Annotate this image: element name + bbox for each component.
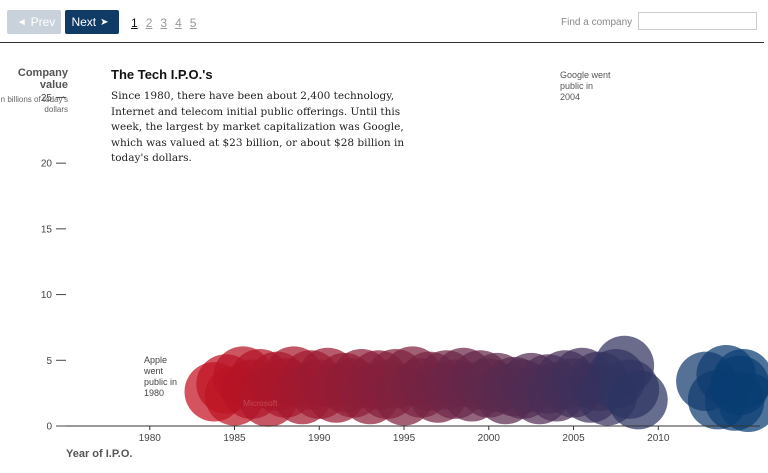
x-axis-label: Year of I.P.O.	[66, 448, 132, 460]
chart-description: Since 1980, there have been about 2,400 …	[111, 90, 405, 164]
annotation-layer: Google went public in 2004 Apple went public …	[143, 70, 611, 408]
x-tick-label: 1990	[308, 433, 331, 444]
y-tick-label: 20	[41, 159, 53, 170]
page-link-1[interactable]: 1	[131, 16, 138, 30]
bubble-layer	[184, 335, 768, 432]
chart-annotation: Apple went public in 1980	[143, 355, 177, 398]
find-company-label: Find a company	[561, 17, 633, 28]
x-tick-label: 2000	[478, 433, 501, 444]
y-tick-label: 5	[46, 356, 52, 367]
pagination: 1 2 3 4 5	[131, 16, 196, 30]
page-link-5[interactable]: 5	[189, 16, 197, 30]
y-tick-label: 15	[41, 224, 53, 235]
prev-label: Prev	[30, 15, 56, 29]
prev-button[interactable]: ◄ Prev	[7, 10, 61, 34]
x-tick-label: 1980	[139, 433, 162, 444]
y-axis-label: Company value	[17, 67, 68, 91]
page-link-2[interactable]: 2	[145, 16, 153, 30]
y-axis-sublabel: In billions of today's dollars	[0, 95, 68, 114]
find-company-input[interactable]	[638, 12, 757, 30]
x-tick-label: 2010	[647, 433, 670, 444]
ipo-bubble[interactable]	[710, 355, 768, 415]
next-button[interactable]: Next ➤	[65, 10, 119, 34]
page-link-3[interactable]: 3	[160, 16, 168, 30]
header-divider	[0, 42, 764, 43]
arrow-right-icon: ➤	[100, 16, 109, 28]
ipo-bubble[interactable]	[608, 370, 668, 430]
axes-layer: 1980 1985 1990 1995 2000 2005 2010 0 5 10 15 20 25 Ye…	[41, 93, 760, 460]
chart-annotation: Google went public in 2004	[560, 70, 611, 102]
y-tick-label: 0	[46, 422, 52, 433]
arrow-left-icon: ◄	[16, 16, 27, 28]
y-tick-label: 10	[41, 290, 53, 301]
y-tick-label: 25	[41, 93, 53, 104]
chart-title: The Tech I.P.O.'s	[111, 67, 213, 82]
next-label: Next	[71, 15, 97, 29]
x-tick-label: 1985	[223, 433, 246, 444]
page-link-4[interactable]: 4	[175, 16, 182, 30]
x-tick-label: 1995	[393, 433, 416, 444]
chart-annotation: Microsoft	[243, 398, 278, 408]
x-tick-label: 2005	[562, 433, 585, 444]
